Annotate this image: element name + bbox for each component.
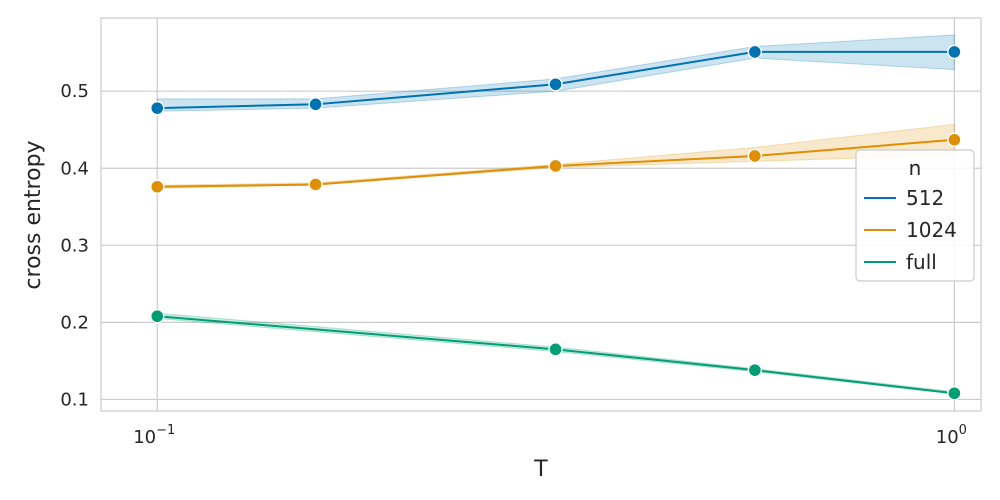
x-tick-label: 100 bbox=[936, 423, 967, 448]
x-tick-labels: 10−1 100 bbox=[133, 423, 967, 448]
y-tick-label: 0.1 bbox=[60, 389, 89, 410]
data-point-1024 bbox=[548, 158, 563, 174]
data-point-512 bbox=[308, 97, 323, 112]
y-tick-label: 0.4 bbox=[60, 158, 89, 179]
legend: n 512 1024 full bbox=[855, 149, 975, 282]
data-point-512 bbox=[150, 100, 165, 116]
data-point-full bbox=[150, 309, 165, 324]
legend-label-512: 512 bbox=[906, 186, 944, 210]
y-tick-label: 0.5 bbox=[60, 81, 89, 102]
plot-area bbox=[100, 17, 982, 412]
data-point-1024 bbox=[308, 177, 323, 192]
legend-label-1024: 1024 bbox=[906, 218, 957, 242]
data-point-1024 bbox=[747, 148, 763, 164]
legend-title: n bbox=[909, 156, 922, 180]
legend-box bbox=[855, 149, 975, 282]
data-point-full bbox=[947, 386, 962, 401]
data-point-1024 bbox=[947, 132, 962, 147]
series-line-full bbox=[157, 315, 955, 395]
y-tick-labels: 0.1 0.2 0.3 0.4 0.5 bbox=[60, 81, 89, 410]
y-axis-label: cross entropy bbox=[21, 140, 46, 289]
x-tick-label: 10−1 bbox=[133, 423, 175, 448]
y-tick-label: 0.3 bbox=[60, 235, 89, 256]
grid bbox=[101, 18, 981, 411]
y-tick-label: 0.2 bbox=[60, 312, 89, 333]
data-point-1024 bbox=[150, 179, 165, 194]
data-point-512 bbox=[947, 44, 962, 60]
data-point-512 bbox=[548, 77, 563, 92]
data-point-512 bbox=[747, 44, 763, 60]
x-axis-label: T bbox=[533, 457, 548, 482]
data-point-full bbox=[548, 342, 563, 357]
series-markers bbox=[150, 44, 962, 401]
legend-label-full: full bbox=[906, 250, 937, 274]
data-point-full bbox=[747, 362, 763, 378]
